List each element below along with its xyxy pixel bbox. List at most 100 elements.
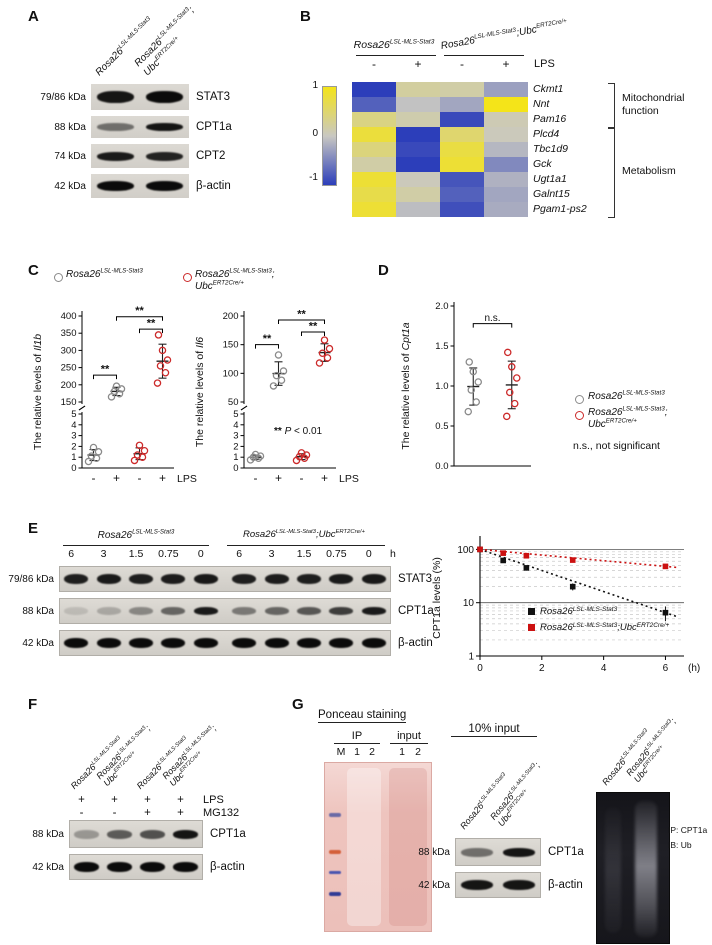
protein-band: [161, 638, 186, 648]
blot-membrane: [69, 854, 203, 880]
lps-sign: -: [460, 57, 464, 71]
timepoint-row: 6 3 1.5 0.75 0 6 3 1.5 0.75 0: [55, 548, 395, 561]
blot-row: 42 kDa β-actin: [28, 174, 232, 198]
protein-band: [97, 181, 134, 191]
legend-label-g2-line1: Rosa26LSL-MLS-Stat3;: [588, 406, 668, 418]
colorbar: [322, 86, 337, 186]
gene-label: Gck: [533, 158, 552, 170]
ladder-band: [329, 813, 341, 817]
scatter-group: [292, 449, 311, 465]
heatmap-cell: [440, 157, 484, 172]
svg-text:350: 350: [61, 328, 77, 339]
heatmap-cell: [352, 127, 396, 142]
ponceau-streak: [389, 768, 427, 926]
heatmap-cell: [484, 97, 528, 112]
protein-band: [503, 847, 535, 857]
gene-label: Pgam1-ps2: [533, 203, 587, 215]
svg-text:**: **: [101, 364, 110, 376]
heatmap-cell: [352, 112, 396, 127]
treatment-sign: +: [144, 794, 151, 806]
heatmap-cell: [484, 112, 528, 127]
svg-text:0: 0: [477, 663, 483, 674]
gene-label: Plcd4: [533, 128, 560, 140]
ns-note: n.s., not significant: [573, 440, 660, 452]
svg-text:0: 0: [71, 463, 76, 474]
kda-label: 88 kDa: [32, 828, 64, 840]
protein-band: [173, 829, 198, 839]
scatter-group: [269, 351, 288, 390]
svg-text:3: 3: [233, 431, 238, 442]
heatmap-col-group-2: Rosa26LSL-MLS-Stat3;UbcERT2Cre/+: [440, 18, 569, 53]
protein-band: [74, 862, 99, 872]
genotype-text: Rosa26LSL-MLS-Stat3: [588, 390, 665, 403]
kda-label: 88 kDa: [54, 121, 86, 133]
genotype-text: Rosa26LSL-MLS-Stat3: [66, 268, 143, 281]
group-underline: [444, 55, 524, 56]
treatment-sign: +: [78, 794, 85, 806]
blot-membrane: [91, 174, 189, 198]
protein-band: [146, 151, 183, 161]
legend-label-g1: Rosa26LSL-MLS-Stat3: [588, 390, 665, 402]
timepoint-label: 0.75: [326, 548, 347, 560]
gene-label: Ugt1a1: [533, 173, 567, 185]
ponceau-title: Ponceau staining: [318, 709, 407, 723]
western-blot-input: 88 kDa CPT1a 42 kDa β-actin: [404, 838, 584, 904]
protein-label: β-actin: [196, 180, 231, 192]
heatmap-cell: [396, 187, 440, 202]
svg-text:-: -: [300, 471, 304, 485]
svg-text:**: **: [263, 333, 272, 345]
protein-band: [297, 607, 321, 615]
svg-text:3: 3: [71, 431, 76, 442]
time-unit: h: [390, 548, 396, 560]
svg-text:-: -: [138, 471, 142, 485]
treatment-sign: -: [79, 807, 84, 819]
legend-label-g2-line2: UbcERT2Cre/+: [588, 418, 637, 430]
blot-membrane: [91, 116, 189, 138]
svg-text:0: 0: [233, 463, 238, 474]
protein-band: [129, 607, 153, 615]
treatment-sign: +: [177, 794, 184, 806]
ladder-lane: [325, 763, 431, 931]
protein-label: β-actin: [398, 637, 433, 649]
protein-band: [461, 847, 493, 857]
genotype-text: Rosa26LSL-MLS-Stat3;UbcERT2Cre/+: [440, 17, 568, 53]
panel-b-letter: B: [300, 8, 311, 25]
gene-label: Pam16: [533, 113, 567, 125]
protein-band: [329, 638, 354, 648]
protein-band: [193, 574, 218, 584]
heatmap: [352, 82, 528, 217]
heatmap-cell: [396, 112, 440, 127]
svg-text:1: 1: [468, 652, 474, 663]
svg-text:n.s.: n.s.: [484, 313, 500, 324]
protein-label: β-actin: [548, 879, 583, 891]
ponceau-lane-label: 1: [354, 746, 360, 758]
heatmap-cell: [352, 187, 396, 202]
protein-band: [96, 607, 121, 615]
protein-band: [74, 829, 99, 839]
protein-band: [193, 607, 218, 615]
timepoint-label: 6: [68, 548, 75, 560]
western-blot-f: 88 kDa CPT1a 42 kDa β-actin: [16, 820, 246, 886]
genotype-text: Rosa26LSL-MLS-Stat3;: [195, 268, 275, 281]
kda-label: 74 kDa: [54, 150, 86, 162]
ponceau-lane-label: 2: [415, 746, 421, 758]
protein-band: [361, 607, 386, 615]
legend-marker-g2: [575, 411, 584, 420]
heatmap-cell: [440, 82, 484, 97]
gene-label: Galnt15: [533, 188, 570, 200]
protein-band: [146, 123, 183, 131]
colorbar-tick: -1: [309, 172, 318, 183]
protein-band: [193, 638, 218, 648]
category-label: Mitochondrial function: [622, 91, 685, 117]
svg-text:The relative levels of Il1b: The relative levels of Il1b: [32, 334, 44, 450]
panel-f-letter: F: [28, 696, 38, 713]
svg-text:0.5: 0.5: [435, 421, 448, 432]
svg-text:1: 1: [233, 452, 238, 463]
protein-band: [107, 829, 132, 839]
svg-text:2: 2: [539, 663, 545, 674]
svg-text:**: **: [309, 321, 318, 333]
protein-band: [64, 638, 89, 648]
svg-text:6: 6: [663, 663, 669, 674]
heatmap-cell: [484, 127, 528, 142]
svg-text:** P < 0.01: ** P < 0.01: [274, 426, 323, 437]
